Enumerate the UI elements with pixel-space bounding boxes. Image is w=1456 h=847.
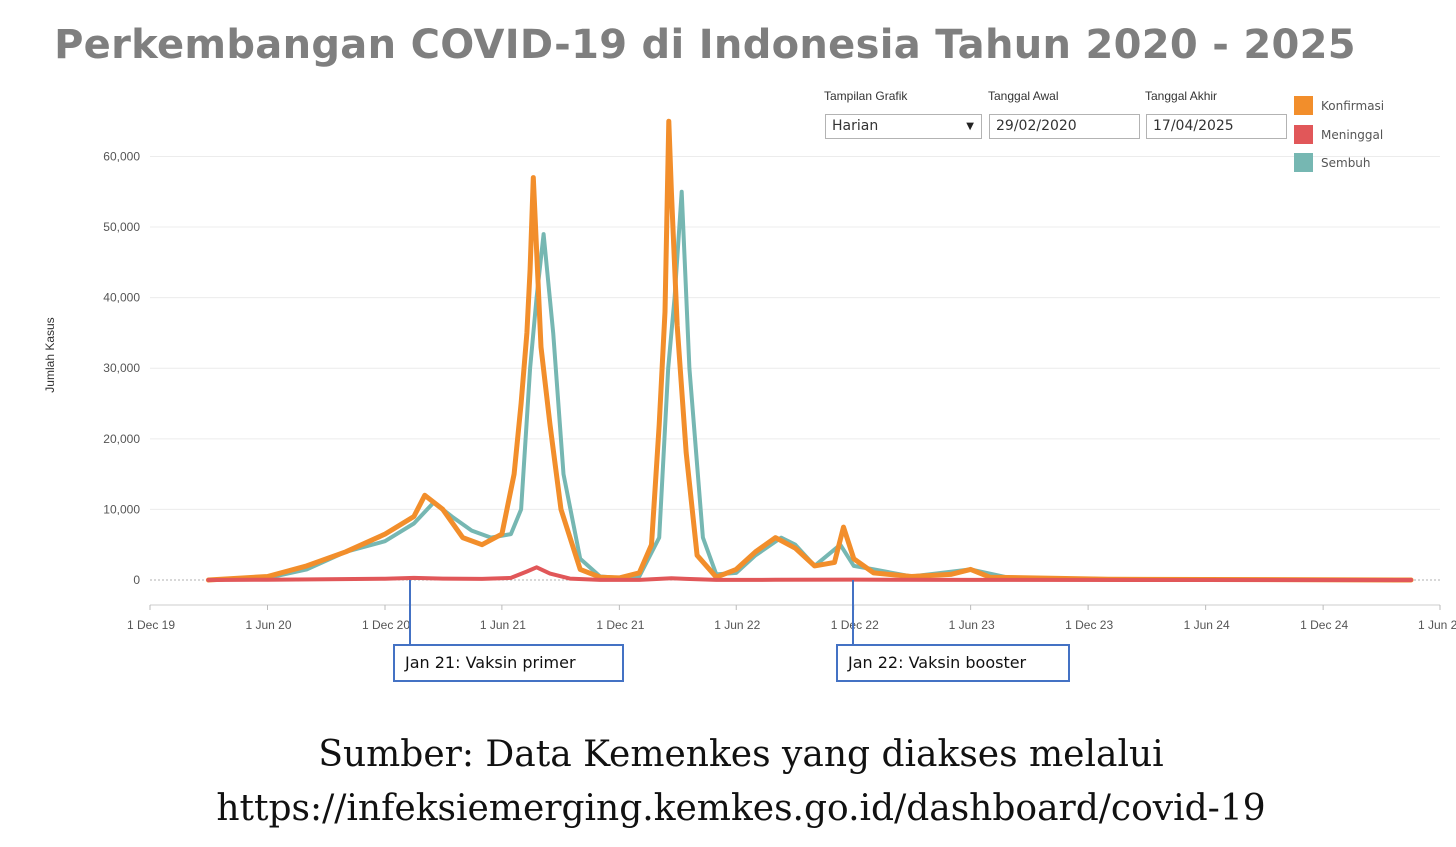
x-tick-label: 1 Dec 19: [127, 618, 175, 632]
legend-swatch-meninggal: [1294, 125, 1313, 144]
start-date-field: [989, 114, 1140, 139]
source-caption: Sumber: Data Kemenkes yang diakses melal…: [0, 728, 1456, 836]
chart-title: Perkembangan COVID-19 di Indonesia Tahun…: [54, 22, 1356, 68]
x-tick-label: 1 Dec 20: [362, 618, 410, 632]
legend-swatch-konfirmasi: [1294, 96, 1313, 115]
chevron-down-icon: ▼: [966, 121, 974, 132]
y-tick-label: 30,000: [103, 361, 140, 375]
legend-label-sembuh: Sembuh: [1321, 156, 1371, 170]
series-lines: [205, 118, 1414, 583]
legend-label-konfirmasi: Konfirmasi: [1321, 99, 1385, 113]
x-tick-label: 1 Dec 21: [596, 618, 644, 632]
source-line-1: Sumber: Data Kemenkes yang diakses melal…: [318, 734, 1164, 775]
view-mode-select[interactable]: Harian ▼: [825, 114, 982, 139]
end-date-input[interactable]: [1153, 118, 1283, 134]
end-date-label: Tanggal Akhir: [1145, 89, 1218, 103]
x-tick-label: 1 Dec 22: [831, 618, 879, 632]
x-tick-label: 1 Jun 24: [1184, 618, 1230, 632]
series-line-konfirmasi: [205, 118, 1414, 583]
x-tick-label: 1 Dec 23: [1065, 618, 1113, 632]
y-tick-label: 60,000: [103, 149, 140, 163]
y-tick-label: 0: [133, 573, 140, 587]
x-tick-label: 1 Jun 21: [480, 618, 526, 632]
annotation-vaksin-booster: Jan 22: Vaksin booster: [836, 644, 1070, 682]
y-tick-label: 50,000: [103, 220, 140, 234]
y-tick-label: 40,000: [103, 291, 140, 305]
gridlines: [150, 155, 1440, 581]
start-date-label: Tanggal Awal: [988, 89, 1059, 103]
annotation-line-primer: [409, 580, 411, 644]
x-tick-label: 1 Jun 22: [714, 618, 760, 632]
series-line-meninggal: [206, 565, 1414, 582]
x-tick-label: 1 Jun 20: [245, 618, 291, 632]
x-tick-label: 1 Jun 23: [949, 618, 995, 632]
axes: 0 10,000 20,000 30,000 40,000 50,000 60,000 1 D…: [103, 149, 1456, 632]
legend-swatch-sembuh: [1294, 153, 1313, 172]
series-line-sembuh: [206, 189, 1414, 582]
y-tick-label: 10,000: [103, 502, 140, 516]
end-date-field: [1146, 114, 1287, 139]
x-tick-label: 1 Jun 25: [1418, 618, 1456, 632]
annotation-vaksin-primer: Jan 21: Vaksin primer: [393, 644, 624, 682]
y-axis-label: Jumlah Kasus: [43, 317, 57, 392]
legend-label-meninggal: Meninggal: [1321, 128, 1384, 142]
annotation-line-booster: [852, 580, 854, 644]
x-tick-label: 1 Dec 24: [1300, 618, 1348, 632]
source-line-2: https://infeksiemerging.kemkes.go.id/das…: [216, 788, 1266, 829]
y-tick-label: 20,000: [103, 432, 140, 446]
start-date-input[interactable]: [996, 118, 1126, 134]
view-mode-value: Harian: [832, 118, 879, 134]
view-mode-label: Tampilan Grafik: [824, 89, 908, 103]
